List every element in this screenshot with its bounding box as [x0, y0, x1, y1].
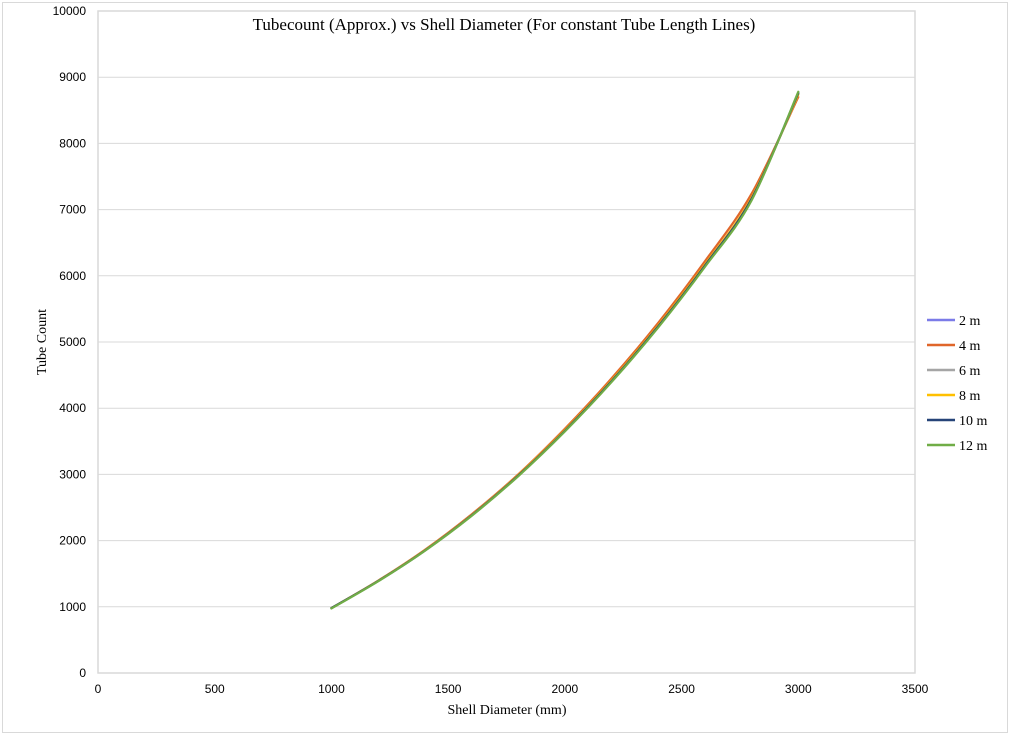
y-tick-label: 10000: [53, 4, 87, 18]
legend-label: 4 m: [959, 339, 981, 354]
legend-label: 12 m: [959, 439, 988, 454]
series-line-8m: [330, 93, 800, 610]
y-tick-label: 2000: [59, 534, 86, 548]
x-axis-ticks: 0 500 1000 1500 2000 2500 3000 3500: [95, 682, 929, 696]
y-tick-label: 3000: [59, 467, 86, 481]
series-lines: [330, 90, 800, 610]
y-tick-label: 4000: [59, 401, 86, 415]
y-axis-ticks: 0 1000 2000 3000 4000 5000 6000 7000 8000 9000 100…: [53, 4, 87, 680]
series-line-12m: [330, 90, 800, 610]
y-tick-label: 9000: [59, 70, 86, 84]
legend-label: 10 m: [959, 414, 988, 429]
chart-title: Tubecount (Approx.) vs Shell Diameter (F…: [253, 15, 756, 34]
x-tick-label: 2500: [668, 682, 695, 696]
y-tick-label: 6000: [59, 269, 86, 283]
x-tick-label: 3000: [785, 682, 812, 696]
x-tick-label: 1500: [435, 682, 462, 696]
y-tick-label: 7000: [59, 203, 86, 217]
legend-label: 2 m: [959, 314, 981, 329]
y-tick-label: 0: [79, 666, 86, 680]
series-line-4m: [330, 95, 800, 610]
legend-label: 6 m: [959, 364, 981, 379]
legend-label: 8 m: [959, 389, 981, 404]
series-line-2m: [330, 91, 800, 610]
series-line-6m: [330, 93, 800, 610]
x-tick-label: 0: [95, 682, 102, 696]
plot-area: [97, 10, 916, 674]
y-tick-label: 5000: [59, 335, 86, 349]
x-axis-label: Shell Diameter (mm): [448, 703, 567, 718]
y-axis-label: Tube Count: [35, 309, 50, 375]
x-tick-label: 500: [205, 682, 225, 696]
x-tick-label: 2000: [552, 682, 579, 696]
legend: 2 m 4 m 6 m 8 m 10 m 12 m: [927, 314, 988, 454]
x-tick-label: 1000: [318, 682, 345, 696]
y-tick-label: 1000: [59, 600, 86, 614]
series-line-10m: [330, 91, 800, 610]
x-tick-label: 3500: [902, 682, 929, 696]
y-tick-label: 8000: [59, 136, 86, 150]
